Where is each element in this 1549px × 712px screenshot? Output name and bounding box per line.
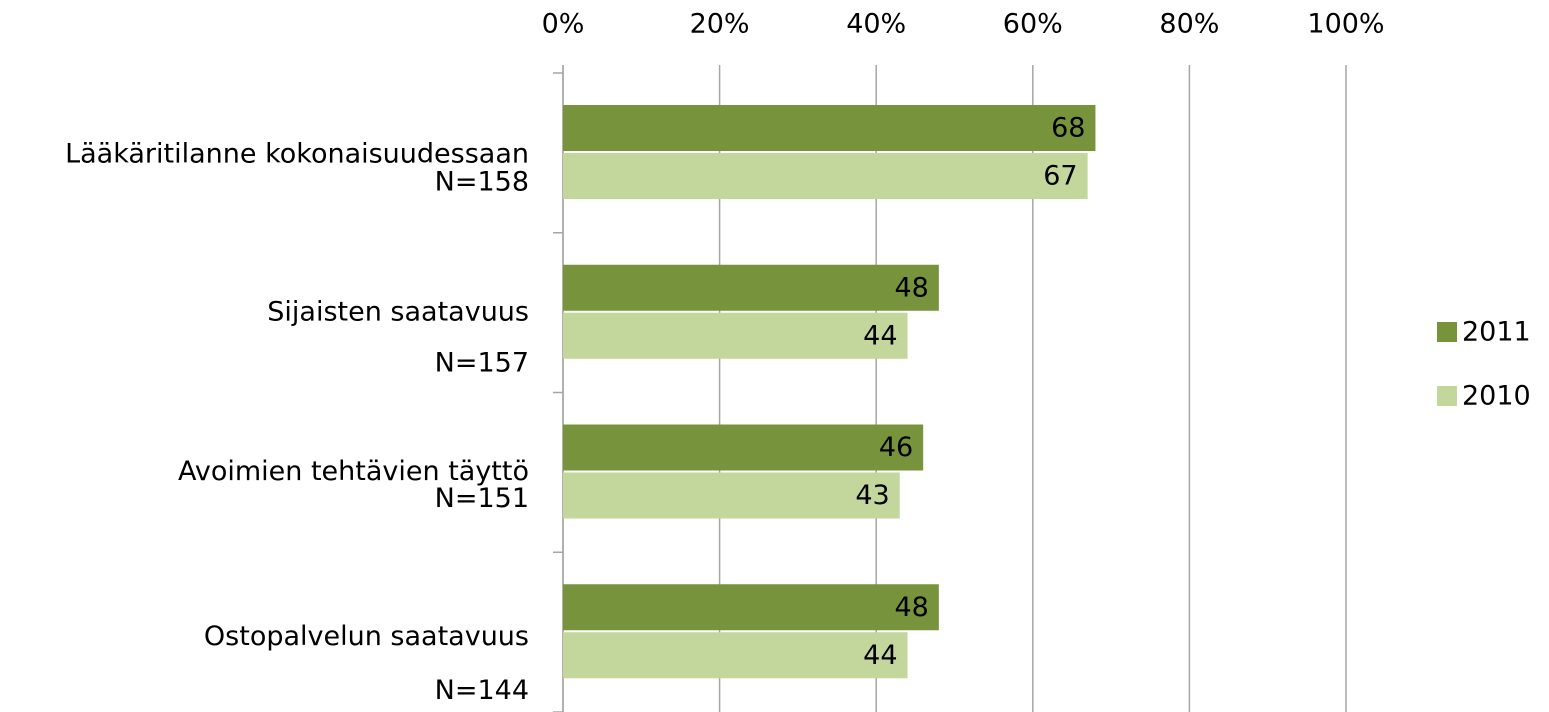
data-label: 46: [879, 432, 913, 463]
data-label: 48: [894, 272, 928, 303]
data-label: 44: [863, 320, 897, 351]
x-tick-label: 80%: [1159, 9, 1219, 40]
x-tick-label: 100%: [1307, 9, 1384, 40]
category-label: Lääkäritilanne kokonaisuudessaan: [65, 139, 529, 170]
bar: [563, 472, 900, 519]
bar: [563, 312, 908, 359]
bar: [563, 153, 1088, 199]
legend-label: 2011: [1462, 317, 1531, 348]
legend-label: 2010: [1462, 381, 1531, 412]
category-note: N=151: [435, 483, 529, 514]
bar: [563, 424, 924, 471]
category-label: Sijaisten saatavuus: [267, 296, 529, 327]
data-label: 44: [863, 640, 897, 671]
bar: [563, 584, 939, 631]
x-tick-label: 60%: [1003, 9, 1063, 40]
data-label: 67: [1043, 161, 1077, 192]
data-label: 43: [855, 480, 889, 511]
category-note: N=158: [435, 167, 529, 198]
category-note: N=144: [435, 675, 529, 706]
x-tick-label: 40%: [846, 9, 906, 40]
bar: [563, 264, 939, 311]
legend-swatch: [1437, 322, 1457, 342]
bar: [563, 105, 1096, 151]
data-label: 48: [894, 592, 928, 623]
x-tick-label: 0%: [542, 9, 585, 40]
bar: [563, 632, 908, 679]
x-tick-label: 20%: [690, 9, 750, 40]
legend-swatch: [1437, 386, 1457, 406]
category-label: Avoimien tehtävien täyttö: [178, 456, 529, 487]
data-label: 68: [1051, 113, 1085, 144]
category-label: Ostopalvelun saatavuus: [204, 621, 529, 652]
category-note: N=157: [435, 347, 529, 378]
